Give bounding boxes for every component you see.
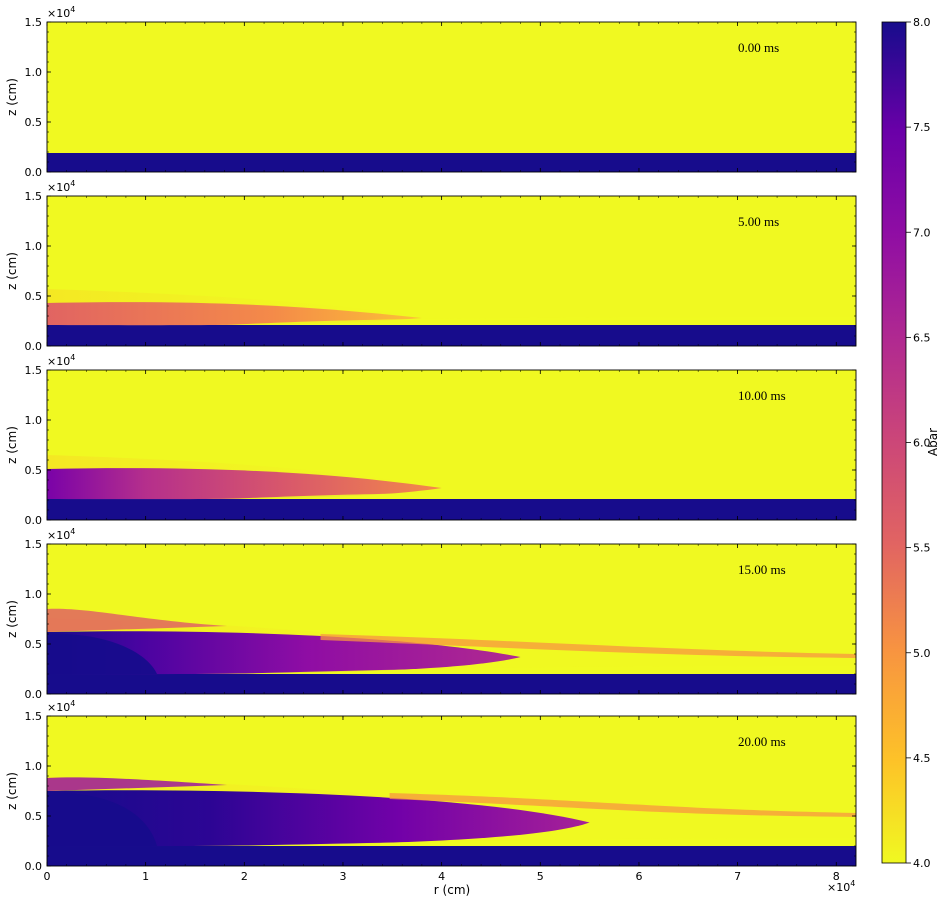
shear-tail <box>389 793 856 817</box>
heatmap-area <box>47 196 856 346</box>
panel-frame <box>46 543 857 695</box>
y-tick-label: 1.5 <box>25 16 43 29</box>
panel-frame <box>46 369 857 521</box>
base-layer <box>47 153 856 172</box>
y-tick-label: 0.5 <box>25 638 43 651</box>
y-tick-label: 1.5 <box>25 364 43 377</box>
y-tick-label: 0.0 <box>25 860 43 873</box>
colorbar-tick-label: 4.0 <box>913 857 931 870</box>
x-axis-multiplier: ×104 <box>827 879 855 894</box>
interface-sliver <box>227 666 856 674</box>
colorbar-label: Abar <box>926 428 940 456</box>
y-tick-label: 0.5 <box>25 464 43 477</box>
panel-frame <box>46 195 857 347</box>
dense-core <box>47 792 157 846</box>
base-layer <box>47 846 856 866</box>
y-tick-label: 0.0 <box>25 166 43 179</box>
base-layer <box>47 325 856 346</box>
y-axis-label: z (cm) <box>5 252 19 290</box>
y-axis-multiplier: ×104 <box>47 353 75 368</box>
y-tick-label: 1.0 <box>25 66 43 79</box>
x-tick-label: 4 <box>438 870 445 883</box>
heatmap-area <box>47 544 856 694</box>
y-tick-label: 0.5 <box>25 116 43 129</box>
y-tick-label: 1.0 <box>25 240 43 253</box>
upper-wake <box>47 777 227 791</box>
background-field <box>47 22 856 172</box>
colorbar: 4.0 4.5 5.0 5.5 6.0 6.5 7.0 7.5 8.0 Abar <box>881 16 940 870</box>
interface-sliver <box>227 838 856 846</box>
dense-core <box>47 633 157 674</box>
y-axis-multiplier: ×104 <box>47 527 75 542</box>
panel-frame <box>46 21 857 173</box>
colorbar-tick-label: 6.5 <box>913 331 931 344</box>
y-tick-label: 1.0 <box>25 760 43 773</box>
mixing-shell <box>47 468 442 500</box>
panel-3: 0.0 0.5 1.0 1.5 z (cm) ×104 15.00 ms <box>5 527 857 701</box>
x-tick-label: 2 <box>241 870 248 883</box>
base-layer <box>47 674 856 694</box>
panel-4: 0.0 0.5 1.0 1.5 z (cm) ×104 20.00 ms <box>5 699 857 873</box>
y-axis-multiplier: ×104 <box>47 179 75 194</box>
y-axis-multiplier: ×104 <box>47 699 75 714</box>
colorbar-gradient <box>881 21 907 864</box>
interface-sliver <box>227 317 856 325</box>
x-tick-label: 8 <box>833 870 840 883</box>
colorbar-tick-label: 8.0 <box>913 16 931 29</box>
y-tick-label: 1.0 <box>25 414 43 427</box>
y-tick-label: 1.5 <box>25 538 43 551</box>
colorbar-tick-label: 7.0 <box>913 226 931 239</box>
mixing-shell <box>47 302 422 326</box>
colorbar-tick-label: 4.5 <box>913 752 931 765</box>
y-tick-label: 1.5 <box>25 710 43 723</box>
y-axis-multiplier: ×104 <box>47 5 75 20</box>
y-tick-label: 0.0 <box>25 688 43 701</box>
time-label: 15.00 ms <box>738 562 786 577</box>
mixing-shell <box>47 790 590 847</box>
y-axis-label: z (cm) <box>5 600 19 638</box>
panel-1: 0.0 0.5 1.0 1.5 z (cm) ×104 5.00 ms <box>5 179 857 353</box>
heatmap-area <box>47 370 856 520</box>
y-axis-label: z (cm) <box>5 78 19 116</box>
y-axis-label: z (cm) <box>5 426 19 464</box>
heatmap-area <box>47 22 856 172</box>
y-axis-label: z (cm) <box>5 772 19 810</box>
shear-tail <box>320 634 856 658</box>
x-axis-label: r (cm) <box>434 883 470 897</box>
time-label: 0.00 ms <box>738 40 779 55</box>
y-tick-label: 0.0 <box>25 514 43 527</box>
x-tick-label: 6 <box>635 870 642 883</box>
panel-frame <box>46 715 857 867</box>
time-label: 20.00 ms <box>738 734 786 749</box>
colorbar-tick-label: 5.5 <box>913 542 931 555</box>
colorbar-tick-label: 7.5 <box>913 121 931 134</box>
y-tick-label: 1.5 <box>25 190 43 203</box>
upper-wake <box>47 608 227 632</box>
y-tick-label: 0.5 <box>25 290 43 303</box>
time-label: 10.00 ms <box>738 388 786 403</box>
x-tick-label: 0 <box>44 870 51 883</box>
time-label: 5.00 ms <box>738 214 779 229</box>
y-tick-label: 0.5 <box>25 810 43 823</box>
colorbar-tick-label: 5.0 <box>913 647 931 660</box>
x-tick-label: 1 <box>142 870 149 883</box>
x-tick-label: 5 <box>537 870 544 883</box>
y-tick-label: 1.0 <box>25 588 43 601</box>
y-tick-label: 0.0 <box>25 340 43 353</box>
interface-sliver <box>227 491 856 499</box>
colorbar-tick-label: 6.0 <box>913 437 931 450</box>
x-tick-label: 3 <box>339 870 346 883</box>
base-layer <box>47 499 856 520</box>
panel-0: 0.0 0.5 1.0 1.5 z (cm) ×104 0.00 ms <box>5 5 857 179</box>
heatmap-area <box>47 716 856 866</box>
panel-2: 0.0 0.5 1.0 1.5 z (cm) ×104 10.00 ms <box>5 353 857 527</box>
x-tick-label: 7 <box>734 870 741 883</box>
